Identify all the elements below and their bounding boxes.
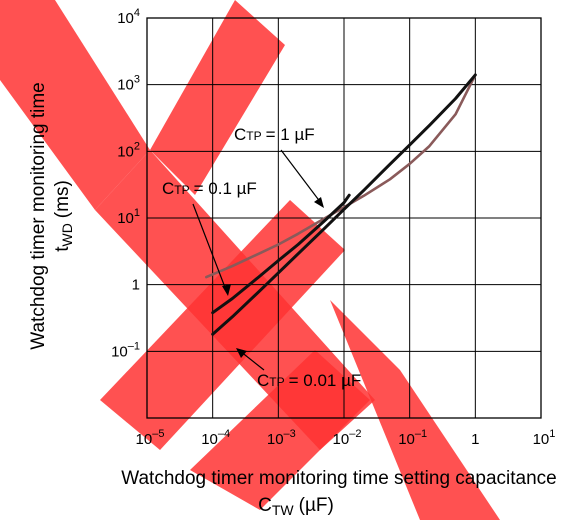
watermark (0, 0, 500, 520)
series-line-2 (211, 73, 477, 336)
x-tick-label: 10–5 (136, 428, 165, 448)
x-tick-label: 10–1 (398, 428, 427, 448)
annotation-ctp-0-1: CTP = 0.1 µF (162, 179, 257, 296)
y-tick-label: 102 (117, 140, 140, 160)
x-axis-label: Watchdog timer monitoring time setting c… (121, 468, 556, 489)
y-axis-title: Watchdog timer monitoring time tWD(ms) (28, 82, 75, 350)
annotation-ctp-0-01: CTP = 0.01 µF (236, 348, 361, 390)
x-tick-labels: 10–5 10–4 10–3 10–2 10–1 1 101 (136, 428, 556, 448)
x-tick-label: 10–4 (201, 428, 230, 448)
svg-text:CTP= 0.1 µF: CTP = 0.1 µF (162, 179, 257, 198)
annotation-ctp-1: CTP = 1 µF (234, 125, 324, 208)
y-axis-symbol: tWD(ms) (52, 180, 75, 252)
x-axis-symbol: CTW (µF) (258, 495, 334, 518)
x-tick-label: 10–3 (267, 428, 296, 448)
y-tick-labels: 10–1 1 101 102 103 104 (111, 7, 140, 360)
plot-frame (146, 17, 542, 419)
grid (147, 18, 541, 418)
series-line-0 (205, 73, 477, 279)
y-tick-label: 103 (117, 74, 140, 94)
x-tick-label: 10–2 (333, 428, 362, 448)
svg-text:CTP= 0.01 µF: CTP = 0.01 µF (257, 371, 361, 390)
y-tick-label: 10–1 (111, 340, 140, 360)
svg-text:CTP= 1 µF: CTP = 1 µF (234, 125, 315, 144)
y-tick-label: 101 (117, 207, 140, 227)
x-tick-label: 101 (533, 428, 556, 448)
y-tick-label: 104 (117, 7, 140, 27)
x-axis-title: Watchdog timer monitoring time setting c… (121, 468, 556, 518)
y-tick-label: 1 (132, 277, 140, 294)
y-axis-label: Watchdog timer monitoring time (28, 82, 49, 350)
x-tick-label: 1 (471, 431, 479, 448)
series-line-1 (211, 193, 351, 315)
series-layer (205, 73, 477, 336)
